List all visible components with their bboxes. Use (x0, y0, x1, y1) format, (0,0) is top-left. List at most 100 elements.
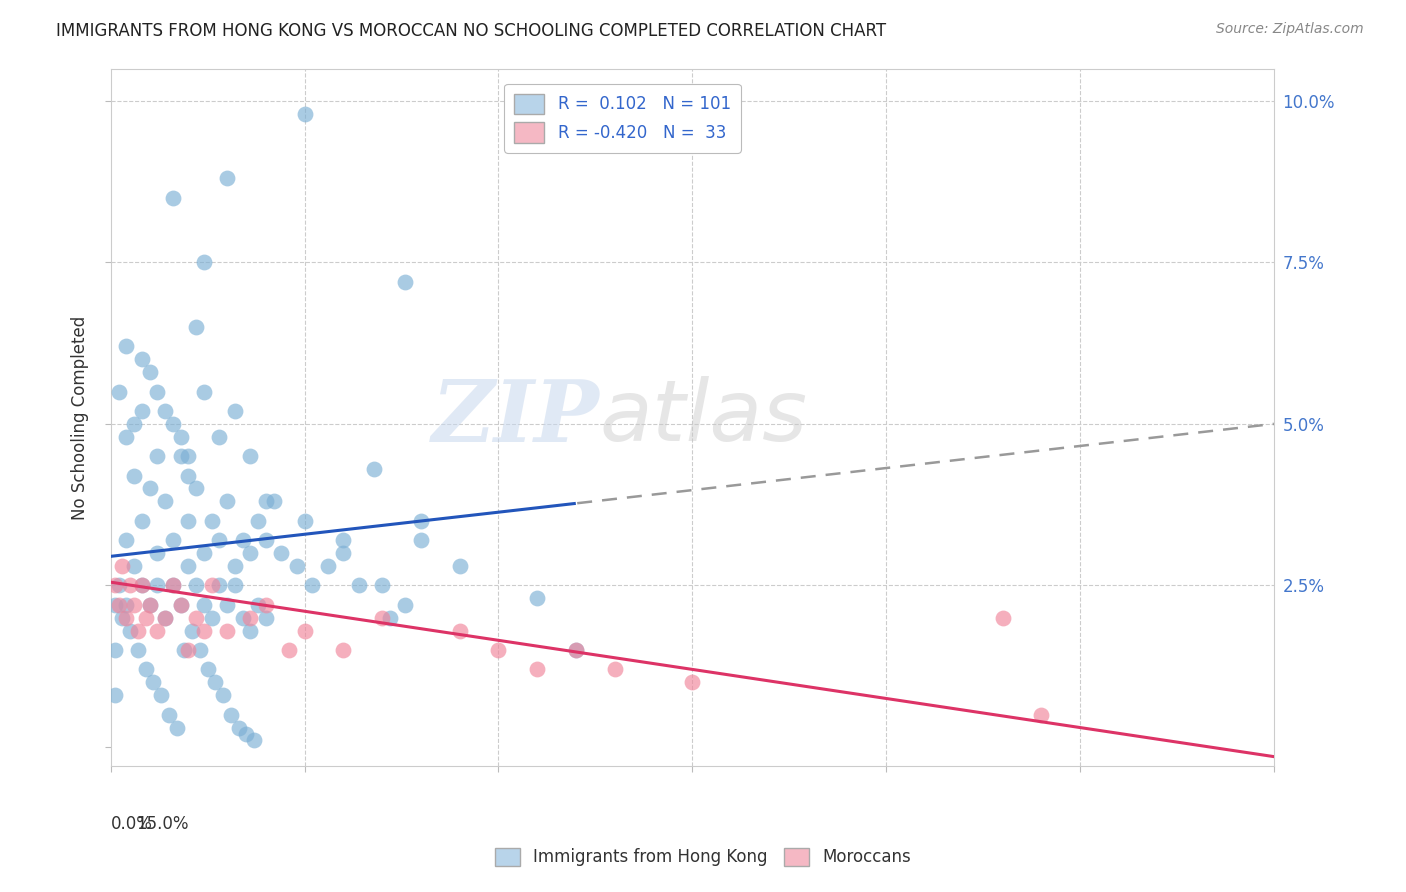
Text: 15.0%: 15.0% (136, 815, 188, 833)
Point (138, 482, 160, 496)
Point (115, 430, 138, 444)
Point (107, 578, 129, 592)
Point (184, 320, 207, 334)
Point (162, 578, 184, 592)
Point (181, 624, 204, 638)
Point (104, 643, 127, 657)
Point (162, 578, 184, 592)
Point (131, 578, 153, 592)
Point (363, 462, 385, 476)
Point (991, 611, 1014, 625)
Point (131, 514, 153, 528)
Point (169, 598, 191, 612)
Point (104, 578, 127, 592)
Point (449, 559, 471, 574)
Point (243, 733, 266, 747)
Point (193, 384, 215, 399)
Point (184, 611, 207, 625)
Point (217, 171, 239, 186)
Point (115, 339, 138, 353)
Point (332, 546, 354, 560)
Point (294, 624, 316, 638)
Point (239, 611, 262, 625)
Y-axis label: No Schooling Completed: No Schooling Completed (72, 315, 89, 519)
Point (111, 559, 134, 574)
Point (162, 417, 184, 431)
Point (107, 598, 129, 612)
Text: ZIP: ZIP (432, 376, 599, 459)
Point (371, 611, 394, 625)
Point (120, 578, 142, 592)
Point (193, 255, 215, 269)
Point (193, 546, 215, 560)
Legend: R =  0.102   N = 101, R = -0.420   N =  33: R = 0.102 N = 101, R = -0.420 N = 33 (505, 84, 741, 153)
Point (177, 468, 200, 483)
Point (115, 611, 138, 625)
Point (217, 624, 239, 638)
Point (200, 514, 222, 528)
Point (247, 598, 270, 612)
Point (488, 643, 510, 657)
Point (197, 662, 219, 676)
Point (247, 514, 270, 528)
Point (224, 404, 246, 418)
Point (565, 643, 588, 657)
Point (239, 449, 262, 463)
Point (135, 611, 157, 625)
Point (212, 688, 235, 702)
Point (104, 598, 127, 612)
Point (153, 404, 176, 418)
Point (294, 514, 316, 528)
Point (153, 611, 176, 625)
Point (169, 449, 191, 463)
Point (138, 598, 160, 612)
Point (239, 624, 262, 638)
Text: 0.0%: 0.0% (111, 815, 153, 833)
Point (232, 533, 254, 548)
Point (526, 591, 548, 606)
Point (394, 275, 416, 289)
Point (208, 578, 231, 592)
Point (127, 624, 149, 638)
Point (224, 578, 246, 592)
Point (177, 514, 200, 528)
Point (111, 611, 134, 625)
Point (135, 662, 157, 676)
Point (146, 546, 169, 560)
Text: IMMIGRANTS FROM HONG KONG VS MOROCCAN NO SCHOOLING COMPLETED CORRELATION CHART: IMMIGRANTS FROM HONG KONG VS MOROCCAN NO… (56, 22, 886, 40)
Text: atlas: atlas (599, 376, 807, 458)
Point (169, 598, 191, 612)
Point (200, 578, 222, 592)
Point (347, 578, 370, 592)
Point (150, 688, 173, 702)
Point (127, 643, 149, 657)
Point (162, 533, 184, 548)
Point (166, 721, 188, 735)
Point (270, 546, 292, 560)
Point (217, 494, 239, 508)
Point (254, 494, 277, 508)
Point (239, 546, 262, 560)
Point (332, 643, 354, 657)
Point (254, 598, 277, 612)
Point (153, 494, 176, 508)
Point (371, 578, 394, 592)
Point (120, 624, 142, 638)
Point (115, 533, 138, 548)
Point (294, 107, 316, 121)
Point (394, 598, 416, 612)
Point (107, 384, 129, 399)
Point (208, 430, 231, 444)
Point (409, 514, 432, 528)
Point (122, 468, 145, 483)
Point (254, 611, 277, 625)
Point (104, 688, 127, 702)
Point (208, 533, 231, 548)
Point (603, 662, 626, 676)
Point (235, 727, 257, 741)
Point (378, 611, 401, 625)
Point (122, 417, 145, 431)
Point (184, 578, 207, 592)
Point (301, 578, 323, 592)
Point (157, 707, 180, 722)
